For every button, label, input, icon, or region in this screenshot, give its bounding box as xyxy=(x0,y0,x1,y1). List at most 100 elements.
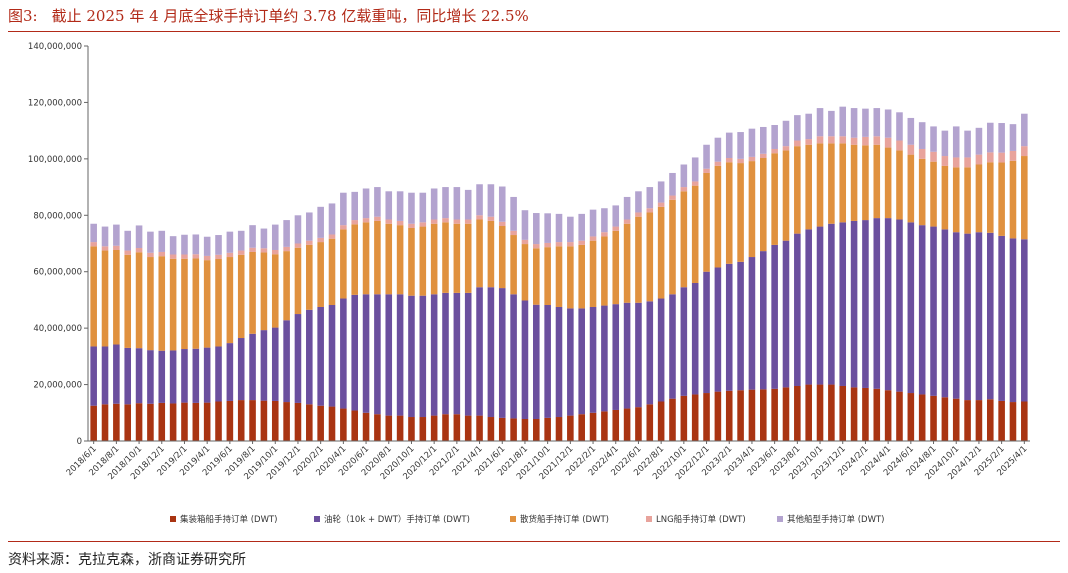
bar-segment-5 xyxy=(578,213,585,241)
bar-segment-5 xyxy=(544,213,551,243)
bar-segment-3 xyxy=(169,258,177,351)
bar-segment-3 xyxy=(317,242,324,307)
bar-segment-1 xyxy=(941,397,949,441)
bar-segment-4 xyxy=(226,252,234,258)
bar-segment-3 xyxy=(476,219,483,288)
bar-segment-3 xyxy=(862,145,869,221)
bar-segment-3 xyxy=(362,222,370,295)
bar-segment-1 xyxy=(192,402,200,441)
bar-segment-3 xyxy=(283,251,290,321)
figure-title: 图3: 截止 2025 年 4 月底全球手持订单约 3.78 亿载重吨，同比增长 … xyxy=(8,5,1060,29)
bar-segment-4 xyxy=(816,136,824,144)
bar-segment-1 xyxy=(850,387,858,441)
bar-segment-2 xyxy=(430,294,438,416)
bar-segment-5 xyxy=(782,120,790,147)
bar-segment-5 xyxy=(328,203,336,235)
bar-segment-4 xyxy=(158,251,166,257)
bar-segment-1 xyxy=(567,415,574,441)
y-tick-label: 140,000,000 xyxy=(28,42,82,52)
bar-segment-1 xyxy=(623,408,631,441)
bar-segment-3 xyxy=(135,252,143,349)
bar-segment-4 xyxy=(396,220,404,226)
bar-segment-4 xyxy=(192,254,200,259)
bar-segment-3 xyxy=(328,238,336,305)
bar-segment-1 xyxy=(986,399,994,441)
bar-segment-4 xyxy=(271,249,279,255)
bar-segment-3 xyxy=(271,254,279,328)
bar-segment-1 xyxy=(476,415,483,441)
bar-segment-2 xyxy=(283,320,290,403)
bar-segment-5 xyxy=(510,196,517,231)
bar-segment-5 xyxy=(952,126,960,158)
bar-segment-2 xyxy=(101,346,109,405)
bar-segment-2 xyxy=(487,287,495,418)
bar-segment-3 xyxy=(1009,160,1017,239)
y-tick-label: 80,000,000 xyxy=(33,211,82,221)
bar-segment-2 xyxy=(249,333,256,401)
y-tick-label: 0 xyxy=(77,437,82,447)
bar-segment-4 xyxy=(215,254,222,260)
bar-segment-4 xyxy=(760,153,767,159)
bar-segment-1 xyxy=(657,401,665,441)
bar-segment-1 xyxy=(828,384,835,441)
bar-segment-4 xyxy=(1009,150,1017,161)
bar-segment-2 xyxy=(941,229,949,398)
bar-segment-1 xyxy=(794,385,801,441)
bar-segment-4 xyxy=(975,154,983,165)
bar-segment-4 xyxy=(669,195,676,200)
bar-segment-4 xyxy=(771,148,778,154)
bar-segment-4 xyxy=(657,202,665,207)
bar-segment-1 xyxy=(589,412,597,441)
bar-segment-3 xyxy=(941,165,949,230)
bar-segment-4 xyxy=(306,240,313,245)
bar-segment-4 xyxy=(351,220,358,225)
bar-segment-4 xyxy=(805,139,812,145)
bar-segment-3 xyxy=(612,230,620,305)
bar-segment-5 xyxy=(158,230,166,252)
bar-segment-3 xyxy=(544,247,551,306)
bar-segment-5 xyxy=(725,132,733,159)
bar-segment-1 xyxy=(703,393,710,441)
bar-segment-3 xyxy=(101,250,109,347)
bar-segment-3 xyxy=(703,172,710,272)
bar-segment-1 xyxy=(351,410,358,441)
bar-segment-5 xyxy=(101,226,109,247)
bar-segment-5 xyxy=(760,126,767,154)
bar-segment-2 xyxy=(873,218,881,389)
bar-segment-2 xyxy=(181,349,188,403)
bar-segment-3 xyxy=(714,165,722,268)
bar-segment-2 xyxy=(771,244,778,389)
bar-segment-5 xyxy=(975,127,983,155)
bar-segment-4 xyxy=(794,140,801,147)
bar-segment-3 xyxy=(930,161,937,227)
bar-segment-4 xyxy=(498,221,506,226)
bar-segment-1 xyxy=(748,389,756,441)
bar-segment-5 xyxy=(805,113,812,140)
bar-segment-5 xyxy=(964,130,971,158)
bar-segment-4 xyxy=(124,250,132,255)
bar-segment-4 xyxy=(362,218,370,223)
bar-segment-5 xyxy=(203,236,211,256)
bar-segment-4 xyxy=(578,240,585,245)
bar-segment-5 xyxy=(419,192,427,223)
bar-segment-3 xyxy=(306,244,313,310)
bar-segment-4 xyxy=(589,236,597,241)
bar-segment-5 xyxy=(816,108,824,137)
bar-segment-5 xyxy=(90,223,97,243)
bar-segment-2 xyxy=(340,298,347,409)
legend-swatch xyxy=(314,516,320,522)
bar-segment-4 xyxy=(544,242,551,248)
bar-segment-2 xyxy=(158,350,166,403)
y-tick-label: 40,000,000 xyxy=(33,324,82,334)
bar-segment-3 xyxy=(90,246,97,347)
bar-segment-1 xyxy=(283,402,290,441)
bar-segment-3 xyxy=(203,260,211,348)
bar-segment-3 xyxy=(578,244,585,309)
bar-segment-1 xyxy=(952,398,960,441)
bar-segment-2 xyxy=(147,350,154,404)
bar-segment-4 xyxy=(862,136,869,146)
bar-segment-2 xyxy=(918,225,926,395)
bar-segment-4 xyxy=(374,216,381,221)
bar-segment-4 xyxy=(941,156,949,166)
bar-segment-1 xyxy=(215,401,222,441)
